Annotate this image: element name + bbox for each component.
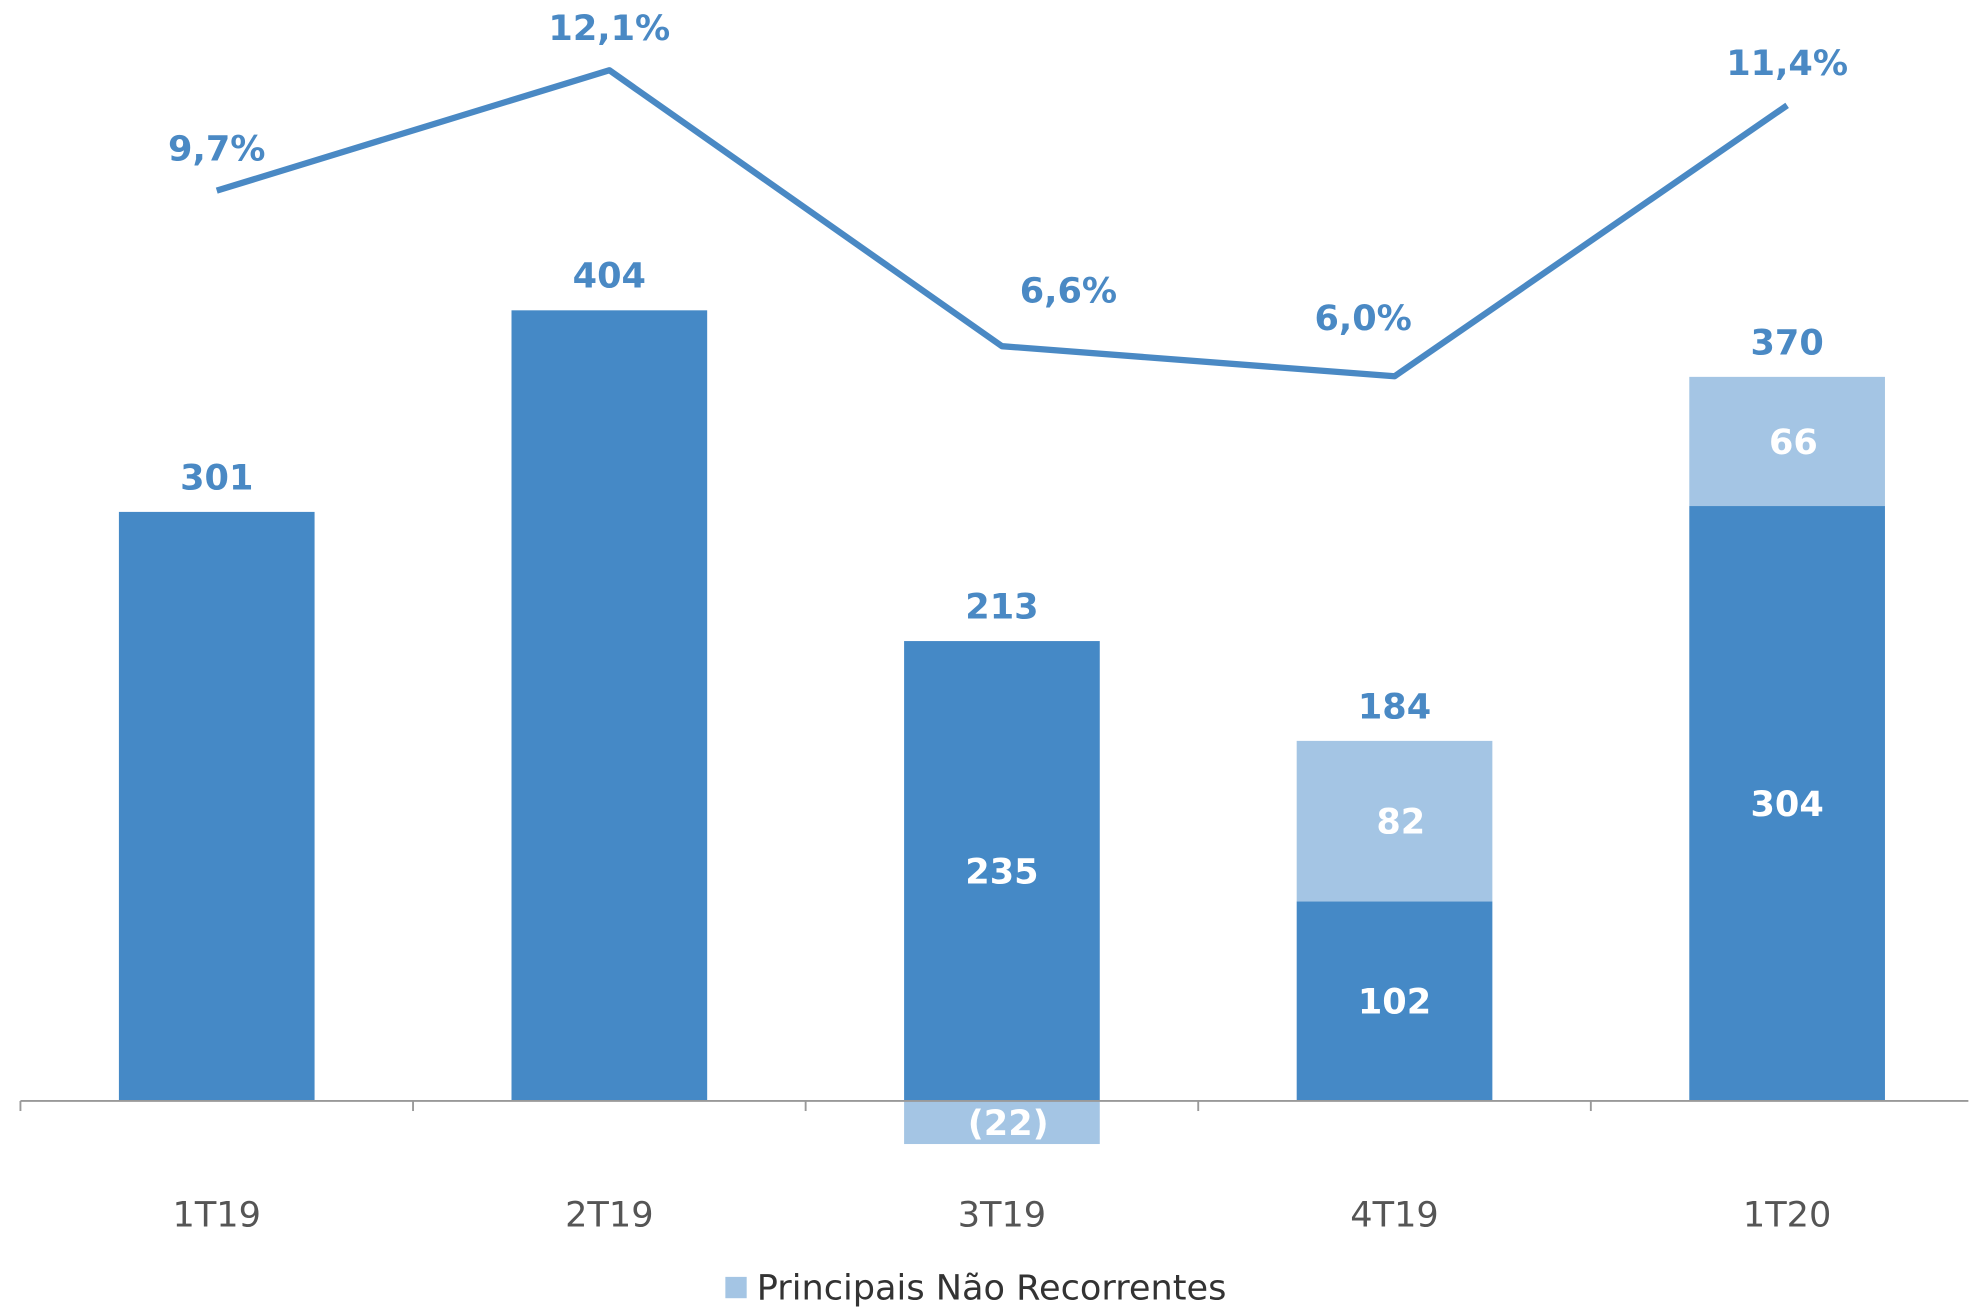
total-label: 370 (1750, 322, 1823, 363)
margin-line (215, 67, 1789, 380)
bar (511, 310, 708, 1101)
segment-label: 235 (965, 852, 1038, 893)
margin-label: 9,7% (168, 129, 265, 170)
total-label: 404 (573, 256, 646, 297)
total-label: 184 (1358, 686, 1431, 727)
x-tick-label: 1T20 (1743, 1195, 1831, 1236)
margin-label: 11,4% (1726, 43, 1848, 84)
x-tick-label: 4T19 (1350, 1195, 1438, 1236)
bar (1296, 901, 1493, 1101)
segment-label: 102 (1358, 982, 1431, 1023)
bar (904, 641, 1100, 1101)
total-label: 301 (180, 457, 253, 498)
bar (1689, 506, 1885, 1101)
margin-label: 12,1% (548, 8, 670, 49)
bar (118, 511, 315, 1101)
bar-segment (1689, 376, 1885, 507)
bar-segment (1296, 740, 1493, 902)
legend-label: Principais Não Recorrentes (757, 1267, 1227, 1308)
margin-label: 6,6% (1020, 270, 1117, 311)
total-label: 213 (965, 586, 1038, 627)
x-tick-label: 1T19 (173, 1195, 261, 1236)
x-tick-label: 2T19 (565, 1195, 653, 1236)
segment-label: 82 (1376, 802, 1425, 843)
legend-swatch (725, 1276, 747, 1299)
bar-segment (904, 1100, 1100, 1145)
x-tick-label: 3T19 (958, 1195, 1046, 1236)
segment-label: 66 (1769, 422, 1818, 463)
segment-label: 304 (1750, 784, 1823, 825)
margin-label: 6,0% (1314, 298, 1411, 339)
segment-label: (22) (968, 1103, 1049, 1144)
